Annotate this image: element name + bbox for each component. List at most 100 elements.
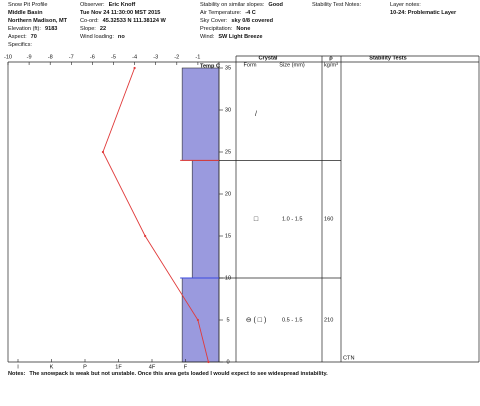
- column-header: Size (mm): [279, 62, 305, 68]
- field-value: sky 0/8 covered: [231, 18, 273, 24]
- header-field: Specifics:: [8, 42, 32, 48]
- header-text: Specifics:: [8, 42, 32, 48]
- header-field: Co-ord: 45.32533 N 111.38124 W: [80, 18, 167, 24]
- field-value: Eric Knoff: [109, 2, 136, 8]
- field-value: Middle Basin: [8, 10, 43, 16]
- field-label: Wind:: [200, 34, 215, 40]
- header-text: Layer notes:: [390, 2, 421, 8]
- y-tick-label: 25: [225, 149, 231, 155]
- field-label: Sky Cover:: [200, 18, 228, 24]
- column-header: ρ: [329, 55, 333, 61]
- crystal-size: 0.5 - 1.5: [282, 317, 303, 323]
- x-tick-label: -10: [4, 54, 12, 60]
- hardness-bar: [191, 160, 220, 279]
- crystal-form: ⊖ ( □ ): [246, 317, 267, 324]
- stability-test: CTN: [343, 355, 355, 361]
- x-tick-label: -5: [111, 54, 116, 60]
- density: 210: [324, 317, 333, 323]
- notes: Notes: The snowpack is weak but not unsta…: [8, 371, 328, 377]
- field-value: 22: [100, 26, 106, 32]
- header-text: Stability Test Notes:: [312, 2, 361, 8]
- x-tick-label: -7: [69, 54, 74, 60]
- temperature-point: [144, 234, 147, 238]
- x-tick-label: -9: [27, 54, 32, 60]
- header-field: Observer: Eric Knoff: [80, 2, 135, 8]
- notes-label: Notes:: [8, 371, 26, 377]
- hardness-tick-label: K: [50, 364, 54, 370]
- header-field: Wind: SW Light Breeze: [200, 34, 262, 40]
- temperature-point: [101, 150, 105, 154]
- field-label: Elevation (ft):: [8, 26, 41, 32]
- y-tick-label: 30: [225, 107, 231, 113]
- x-tick-label: -4: [132, 54, 137, 60]
- crystal-form: /: [255, 111, 257, 118]
- crystal-form: □: [254, 216, 259, 223]
- temperature-point: [196, 318, 199, 322]
- hardness-tick-label: F: [184, 364, 188, 370]
- field-label: Slope:: [80, 26, 96, 32]
- field-label: Air Temperature:: [200, 10, 242, 16]
- field-value: Northern Madison, MT: [8, 18, 68, 24]
- y-tick-label: 0: [226, 359, 229, 365]
- x-tick-label: -8: [48, 54, 53, 60]
- header-field: Layer notes:: [390, 2, 421, 8]
- column-header: Form: [243, 62, 256, 68]
- header-field: Air Temperature: -4 C: [200, 10, 256, 16]
- density: 160: [324, 217, 333, 223]
- field-label: Observer:: [80, 2, 105, 8]
- x-tick-label: -6: [90, 54, 95, 60]
- x-tick-label: -1: [195, 54, 200, 60]
- notes-text: The snowpack is weak but not unstable. O…: [29, 371, 328, 377]
- header-field: Tue Nov 24 11:30:00 MST 2015: [80, 10, 160, 16]
- field-value: Tue Nov 24 11:30:00 MST 2015: [80, 10, 160, 16]
- field-value: 45.32533 N 111.38124 W: [103, 18, 167, 24]
- field-value: 10-24: Problematic Layer: [390, 10, 457, 16]
- field-value: no: [118, 34, 125, 40]
- header-field: Aspect: 70: [8, 34, 37, 40]
- y-tick-label: 35: [225, 65, 231, 71]
- x-tick-label: -3: [153, 54, 158, 60]
- field-value: 9183: [45, 26, 57, 32]
- header-field: Stability Test Notes:: [312, 2, 361, 8]
- column-header: Crystal: [259, 55, 278, 61]
- hardness-tick-label: I: [17, 364, 19, 370]
- field-label: Precipitation:: [200, 26, 233, 32]
- x-tick-label: -2: [174, 54, 179, 60]
- y-tick-label: 10: [225, 275, 231, 281]
- field-value: 70: [31, 34, 37, 40]
- header-field: Sky Cover: sky 0/8 covered: [200, 18, 274, 24]
- y-tick-label: 5: [226, 317, 229, 323]
- field-value: None: [236, 26, 250, 32]
- header-field: Elevation (ft): 9183: [8, 26, 57, 32]
- field-value: SW Light Breeze: [218, 34, 262, 40]
- column-header: kg/m³: [324, 62, 338, 68]
- header-field: Middle Basin: [8, 10, 43, 16]
- field-value: Good: [268, 2, 283, 8]
- header-text: Snow Pit Profile: [8, 2, 47, 8]
- field-label: Wind loading:: [80, 34, 114, 40]
- y-tick-label: 20: [225, 191, 231, 197]
- field-label: Stability on similar slopes:: [200, 2, 265, 8]
- x-axis-label: Temp C: [200, 63, 220, 69]
- header-field: 10-24: Problematic Layer: [390, 10, 457, 16]
- hardness-tick-label: P: [83, 364, 87, 370]
- header-field: Snow Pit Profile: [8, 2, 47, 8]
- temperature-point: [133, 66, 136, 70]
- field-label: Aspect:: [8, 34, 27, 40]
- hardness-bar: [181, 67, 220, 161]
- hardness-bar: [181, 277, 220, 363]
- header-field: Precipitation: None: [200, 26, 250, 32]
- header-field: Stability on similar slopes: Good: [200, 2, 284, 8]
- field-label: Co-ord:: [80, 18, 99, 24]
- crystal-size: 1.0 - 1.5: [282, 217, 303, 223]
- temperature-point: [207, 360, 210, 364]
- y-tick-label: 15: [225, 233, 231, 239]
- header-field: Wind loading: no: [80, 34, 125, 40]
- hardness-tick-label: 4F: [149, 364, 156, 370]
- header-field: Northern Madison, MT: [8, 18, 68, 24]
- hardness-tick-label: 1F: [115, 364, 122, 370]
- header-field: Slope: 22: [80, 26, 106, 32]
- column-header: Stability Tests: [369, 55, 407, 61]
